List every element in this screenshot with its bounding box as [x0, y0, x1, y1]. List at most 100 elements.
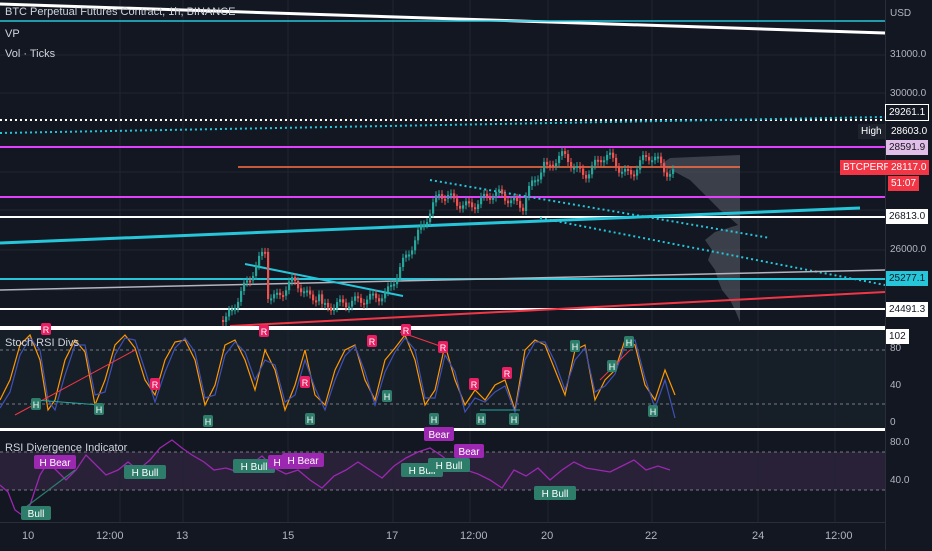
candle: [483, 193, 486, 197]
candle: [564, 151, 567, 155]
candle: [303, 291, 306, 294]
stoch-badge-label: H: [572, 342, 579, 352]
vol-legend[interactable]: Vol · Ticks: [5, 48, 56, 60]
time-axis[interactable]: [0, 522, 885, 551]
stoch-bull-badge: H: [429, 413, 439, 425]
candle: [537, 179, 540, 182]
stoch-bull-badge: H: [382, 390, 392, 402]
candle: [264, 251, 267, 254]
rsi-bull-badge: H Bull: [233, 459, 275, 473]
candle: [432, 202, 435, 214]
candle: [306, 290, 309, 293]
time-tick: 13: [176, 530, 189, 542]
candle: [630, 170, 633, 175]
candle: [660, 156, 663, 164]
rsi-div-legend[interactable]: RSI Divergence Indicator: [5, 442, 128, 454]
price-tag: 26813.0: [886, 209, 929, 224]
stoch-bull-badge: H: [203, 415, 213, 427]
chart-title: BTC Perpetual Futures Contract, 1h, BINA…: [5, 6, 236, 18]
candle: [519, 201, 522, 208]
candle: [588, 174, 591, 179]
candle: [489, 196, 492, 200]
candle: [492, 197, 495, 200]
candle: [672, 169, 675, 174]
candle: [654, 156, 657, 161]
pane-separator-1: [0, 326, 885, 330]
candle: [603, 160, 606, 163]
candle: [405, 254, 408, 258]
candle: [327, 302, 330, 308]
price-tag: 28603.0: [888, 124, 931, 139]
candle: [612, 152, 615, 158]
time-tick: 12:00: [96, 530, 124, 542]
candle: [294, 277, 297, 281]
candle: [228, 309, 231, 317]
candle: [447, 194, 450, 199]
candle: [441, 194, 444, 199]
time-tick: 12:00: [825, 530, 853, 542]
candle: [345, 302, 348, 308]
candles: [222, 147, 675, 326]
cyan-short-trend: [244, 263, 404, 297]
candle: [408, 254, 411, 257]
rsi-badge-label: Bull: [28, 509, 45, 520]
candle: [417, 229, 420, 241]
stoch-badge-label: R: [440, 343, 447, 353]
candle: [225, 316, 228, 322]
price-tag: 29261.1: [884, 104, 930, 121]
stoch-current-tag: 102: [886, 329, 909, 344]
rsi-bull-badge: H Bull: [428, 458, 470, 472]
stoch-signals: R R R R R R R R H H H H H H H H R H H H H: [31, 323, 658, 427]
stoch-badge-label: H: [205, 417, 212, 427]
stoch-badge-label: H: [511, 415, 518, 425]
stoch-badge-label: H: [33, 400, 40, 410]
stoch-bear-badge: R: [259, 325, 269, 337]
stoch-bear-badge: R: [150, 378, 160, 390]
vp-legend[interactable]: VP: [5, 28, 20, 40]
stoch-legend[interactable]: Stoch RSI Divs: [5, 337, 79, 349]
candle: [645, 155, 648, 158]
candle: [255, 265, 258, 276]
candle: [585, 174, 588, 179]
candle: [606, 154, 609, 161]
candle: [495, 191, 498, 198]
candle: [339, 299, 342, 303]
rsi-badge-label: H Bear: [39, 458, 71, 469]
candle: [615, 157, 618, 168]
candle: [390, 284, 393, 287]
stoch-bear-badge: R: [300, 376, 310, 388]
candle: [597, 159, 600, 162]
candle: [570, 162, 573, 168]
stoch-badge-label: H: [478, 415, 485, 425]
stoch-bull-badge: H: [570, 340, 580, 352]
candle: [591, 165, 594, 175]
candle: [270, 298, 273, 301]
stoch-bear-badge: R: [401, 324, 411, 336]
candle: [396, 278, 399, 285]
candle: [357, 296, 360, 299]
time-tick: 12:00: [460, 530, 488, 542]
candle: [642, 155, 645, 161]
candle: [426, 222, 429, 225]
candle: [546, 161, 549, 165]
currency-label: USD: [890, 8, 912, 19]
candle: [243, 282, 246, 292]
stoch-bear-badge: R: [367, 335, 377, 347]
stoch-bear-badge: R: [502, 367, 512, 379]
price-tag: 28117.0: [888, 160, 930, 175]
candle: [393, 284, 396, 287]
candle: [333, 308, 336, 311]
candle: [666, 172, 669, 177]
stoch-badge-label: R: [369, 337, 376, 347]
candle: [276, 292, 279, 295]
candle: [381, 298, 384, 302]
candle: [528, 185, 531, 197]
price-tick: 26000.0: [890, 244, 927, 255]
candle: [453, 193, 456, 199]
candle: [252, 275, 255, 281]
candle: [249, 280, 252, 283]
candle: [465, 201, 468, 206]
candle: [384, 292, 387, 299]
